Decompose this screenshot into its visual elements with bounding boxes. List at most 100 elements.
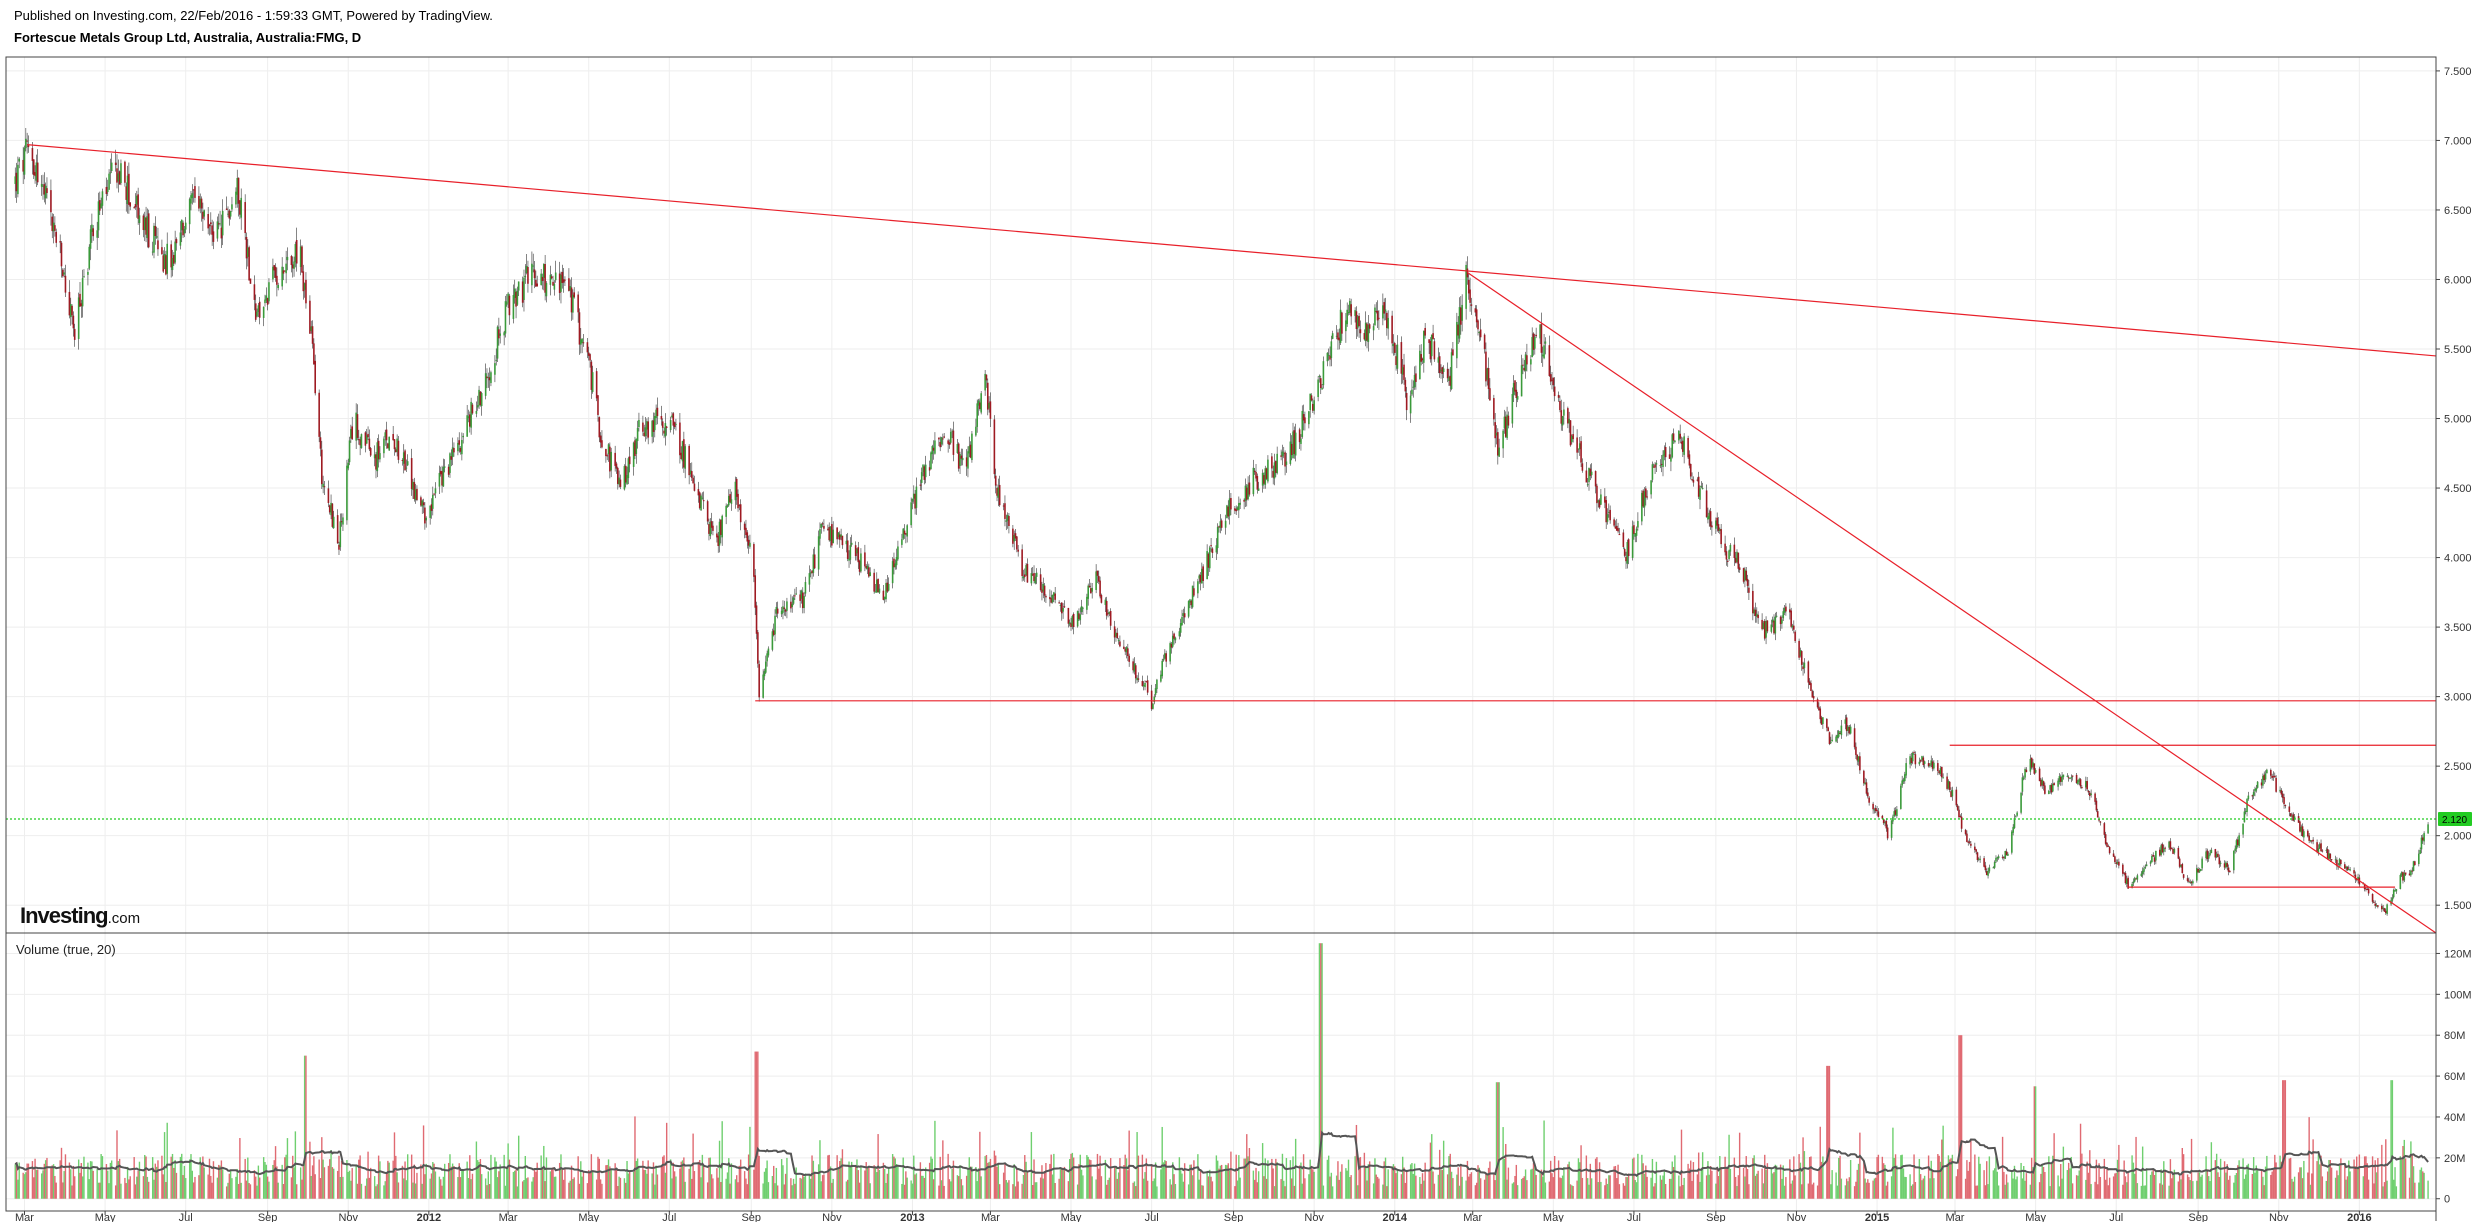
volume-bar — [2256, 1170, 2259, 1199]
candle-body — [1042, 583, 1045, 592]
volume-bar — [487, 1171, 490, 1199]
volume-bar — [137, 1170, 139, 1199]
candle-body — [314, 360, 317, 394]
candle-body — [1502, 430, 1504, 449]
volume-bar — [956, 1175, 959, 1199]
candle-body — [1849, 726, 1852, 734]
candle-body — [2127, 877, 2129, 889]
candle-body — [1774, 616, 1777, 634]
candle-body — [1791, 625, 1794, 628]
volume-bar — [1970, 1139, 1972, 1199]
volume-bar — [1984, 1185, 1987, 1199]
candle-body — [490, 372, 492, 384]
candle-body — [838, 534, 841, 540]
volume-bar — [1516, 1185, 1519, 1199]
volume-bar — [2178, 1175, 2181, 1199]
candle-body — [1384, 309, 1387, 312]
candle-body — [2190, 881, 2193, 884]
volume-bar — [1357, 1185, 1359, 1199]
candle-body — [1785, 606, 1787, 612]
candle-body — [1541, 354, 1544, 357]
volume-bar — [615, 1168, 618, 1199]
candle-body — [2384, 910, 2387, 914]
candle-body — [1551, 379, 1553, 381]
candle-body — [1327, 354, 1330, 356]
volume-bar — [1844, 1185, 1847, 1199]
candle-body — [1985, 871, 1988, 875]
volume-bar — [211, 1182, 213, 1199]
candle-body — [1162, 659, 1165, 661]
volume-bar — [664, 1172, 667, 1199]
volume-bar — [1224, 1164, 1227, 1199]
candle-body — [726, 505, 729, 507]
candle-body — [1245, 487, 1248, 500]
volume-bar — [2087, 1172, 2090, 1199]
volume-bar — [1881, 1156, 1884, 1199]
candle-body — [606, 455, 609, 457]
volume-bar — [1946, 1163, 1948, 1199]
candle-body — [1485, 351, 1487, 382]
candle-body — [1383, 302, 1385, 314]
volume-bar — [1013, 1164, 1015, 1199]
candle-body — [1437, 357, 1440, 363]
volume-bar — [865, 1162, 867, 1199]
candle-body — [328, 505, 331, 513]
volume-bar — [1819, 1126, 1821, 1199]
candle-body — [336, 515, 339, 544]
candle-body — [887, 583, 890, 591]
candle-body — [217, 223, 220, 225]
volume-bar — [2122, 1184, 2124, 1199]
candle-body — [1063, 606, 1066, 608]
candle-body — [450, 456, 453, 460]
candle-body — [1663, 450, 1666, 456]
volume-bar — [669, 1159, 672, 1199]
candle-body — [1446, 368, 1449, 379]
volume-bar — [2383, 1182, 2386, 1199]
volume-bar — [1154, 1162, 1157, 1199]
candle-body — [536, 283, 538, 287]
candle-body — [1511, 393, 1514, 424]
time-tick-label: Nov — [1304, 1212, 1324, 1222]
volume-bar — [2145, 1168, 2148, 1199]
price-tick-label: 5.500 — [2444, 344, 2472, 356]
candle-body — [977, 400, 980, 406]
candle-body — [1882, 819, 1885, 824]
candle-body — [2326, 849, 2329, 859]
candle-body — [1346, 309, 1348, 325]
volume-bar — [1246, 1134, 1248, 1199]
candle-body — [2273, 775, 2276, 778]
volume-bar — [1725, 1167, 1728, 1199]
volume-bar — [1366, 1180, 1368, 1199]
candle-body — [569, 286, 572, 291]
candle-body — [32, 159, 35, 175]
candle-body — [757, 632, 759, 664]
volume-bar — [774, 1183, 776, 1199]
volume-bar — [25, 1172, 27, 1199]
volume-bar — [1828, 1065, 1831, 1199]
candle-body — [27, 145, 30, 148]
candle-body — [1475, 309, 1478, 323]
candle-body — [1470, 304, 1473, 306]
volume-bar — [1026, 1170, 1029, 1199]
candle-body — [340, 521, 343, 523]
candle-body — [1228, 498, 1231, 516]
volume-bar — [848, 1161, 850, 1199]
volume-bar — [2247, 1163, 2250, 1199]
volume-bar — [1748, 1184, 1750, 1199]
candle-body — [1886, 827, 1889, 839]
candle-body — [2392, 889, 2395, 898]
volume-bar — [1382, 1184, 1384, 1199]
volume-bar — [396, 1172, 398, 1199]
candle-body — [1493, 398, 1495, 420]
candle-body — [697, 489, 700, 496]
volume-bar — [1146, 1180, 1149, 1199]
candle-body — [358, 439, 360, 441]
volume-bar — [1378, 1178, 1380, 1199]
volume-bar — [1318, 943, 1321, 1199]
volume-bar — [262, 1157, 265, 1199]
volume-bar — [1133, 1181, 1136, 1199]
volume-bar — [1616, 1178, 1618, 1199]
volume-bar — [35, 1169, 38, 1199]
volume-bar — [969, 1166, 972, 1199]
